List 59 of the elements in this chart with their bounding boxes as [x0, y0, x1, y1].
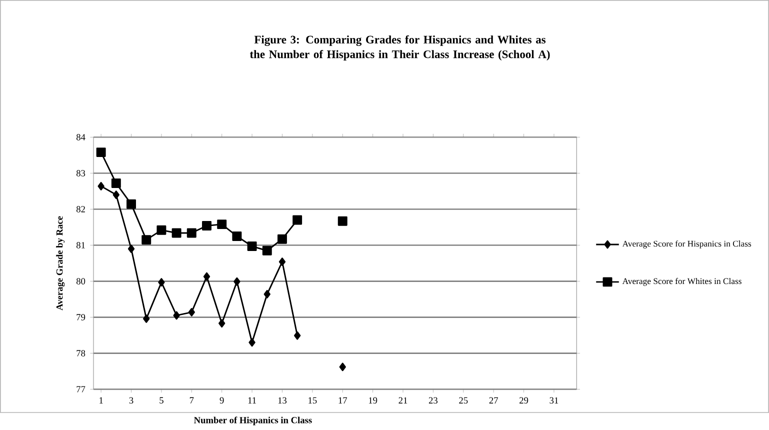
point	[339, 362, 346, 372]
point	[262, 246, 272, 256]
point	[98, 182, 104, 191]
y-tick-label: 79	[76, 314, 86, 321]
x-axis-title: Number of Hispanics in Class	[194, 416, 312, 426]
x-tick-label: 25	[459, 397, 468, 404]
x-tick-label: 1	[100, 397, 103, 404]
point	[218, 319, 226, 328]
point	[277, 234, 287, 244]
point	[173, 311, 180, 320]
y-tick-label: 82	[76, 206, 85, 213]
x-tick-label: 23	[428, 397, 438, 404]
point	[186, 228, 196, 238]
x-tick-label: 11	[248, 397, 256, 404]
point	[248, 338, 256, 347]
x-tick-label: 13	[278, 397, 287, 404]
x-tick-label: 9	[220, 397, 224, 404]
x-tick-label: 15	[308, 397, 317, 404]
y-tick-label: 81	[76, 242, 85, 249]
y-tick-label: 83	[76, 170, 86, 177]
y-tick-label: 78	[76, 350, 86, 357]
point	[234, 278, 240, 286]
x-tick-label: 27	[489, 397, 498, 404]
point	[128, 244, 135, 254]
point	[232, 232, 242, 242]
point	[264, 290, 270, 299]
x-tick-label: 19	[368, 397, 378, 404]
point	[338, 216, 348, 226]
y-tick-label: 80	[76, 278, 86, 285]
point	[203, 272, 210, 281]
legend-label: Average Score for Hispanics in Class	[622, 240, 752, 249]
x-tick-label: 7	[190, 397, 194, 404]
point	[158, 278, 165, 287]
x-tick-label: 3	[129, 397, 134, 404]
x-tick-label: 5	[160, 397, 164, 404]
point	[202, 221, 212, 231]
y-axis-title: Average Grade by Race	[56, 216, 65, 311]
point	[156, 226, 166, 235]
point	[111, 178, 121, 188]
point	[143, 314, 150, 324]
point	[278, 258, 286, 266]
legend-label: Average Score for Whites in Class	[622, 278, 742, 286]
point	[247, 242, 257, 252]
y-tick-label: 84	[76, 134, 86, 140]
point	[292, 215, 302, 225]
point	[188, 308, 195, 317]
point	[126, 200, 136, 210]
y-tick-label: 77	[76, 386, 86, 392]
x-tick-label: 31	[550, 397, 558, 404]
point	[294, 332, 301, 340]
point	[172, 228, 182, 238]
x-tick-label: 29	[520, 397, 528, 404]
point	[142, 235, 152, 245]
chart-title: Figure 3: Comparing Grades for Hispanics and Whites as the Number of Hispanics in Their Class Increase (School A)	[250, 35, 550, 61]
point	[217, 220, 227, 230]
point	[112, 190, 120, 200]
point	[96, 148, 106, 158]
x-tick-label: 17	[338, 397, 348, 404]
x-tick-label: 21	[398, 397, 408, 404]
